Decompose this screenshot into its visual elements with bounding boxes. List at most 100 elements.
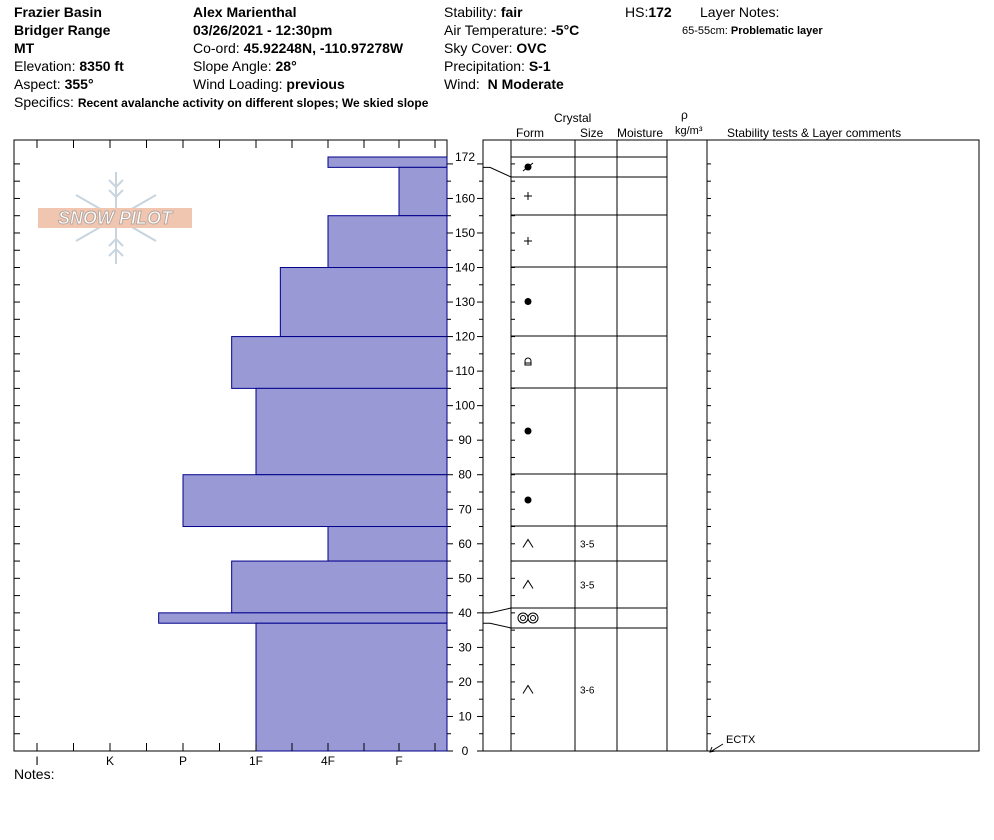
sky-value: OVC	[516, 40, 547, 56]
depth-hoar-icon	[522, 579, 534, 589]
stability-tests-header: Stability tests & Layer comments	[727, 126, 902, 140]
grain-form-rounded	[524, 496, 532, 504]
slope-row: Slope Angle: 28°	[193, 58, 297, 75]
precip-value: S-1	[528, 58, 551, 74]
stability-label: Stability:	[444, 4, 497, 20]
elevation-value: 8350 ft	[79, 58, 124, 74]
grain-form-melt-freeze	[522, 162, 534, 172]
hs-label: HS:	[625, 4, 649, 20]
snowpilot-logo-text: SNOW PILOT	[38, 208, 192, 229]
crust-icon	[520, 615, 526, 621]
aspect-value: 355°	[64, 76, 94, 92]
grain-form-rounded	[524, 298, 532, 305]
density-unit-header: kg/m³	[675, 125, 703, 137]
hardness-bar	[279, 267, 448, 338]
air-temp-value: -5°C	[551, 22, 580, 38]
crust-icon	[517, 612, 529, 624]
slope-value: 28°	[275, 58, 297, 74]
depth-tick-label: 30	[458, 640, 472, 654]
hardness-bar	[255, 622, 448, 752]
form-header: Form	[516, 126, 544, 140]
rho-header: ρ	[681, 108, 688, 122]
grain-form-melt-freeze-crust	[517, 612, 539, 624]
depth-tick-label: 130	[455, 295, 475, 309]
hardness-scale-label: 4F	[321, 754, 335, 768]
depth-tick-label: 150	[455, 226, 475, 240]
hardness-bar	[182, 474, 448, 528]
melt-freeze-stroke	[522, 162, 534, 172]
hardness-scale-label: I	[35, 754, 38, 768]
slope-label: Slope Angle:	[193, 58, 272, 74]
sky-label: Sky Cover:	[444, 40, 513, 56]
specifics-label: Specifics:	[14, 94, 74, 110]
crystal-header: Crystal	[554, 111, 592, 125]
hs-value: 172	[648, 4, 672, 20]
wind-label: Wind:	[444, 76, 480, 92]
location-name: Frazier Basin	[14, 4, 102, 20]
rounded-grain-icon	[524, 496, 532, 504]
precip-label: Precipitation:	[444, 58, 525, 74]
depth-tick-label: 140	[455, 261, 475, 275]
depth-tick-label: 50	[458, 571, 472, 585]
grain-form-depth-hoar	[522, 579, 534, 589]
layer-notes-label: Layer Notes:	[700, 4, 780, 20]
grain-size-label: 3-5	[580, 540, 595, 551]
layer-connector	[483, 607, 512, 614]
grain-form-decomposing	[524, 237, 532, 245]
crust-icon	[527, 612, 539, 624]
depth-tick-label: 80	[458, 468, 472, 482]
wind-loading-value: previous	[286, 76, 345, 92]
specifics-row: Specifics: Recent avalanche activity on …	[14, 94, 428, 112]
air-temp-label: Air Temperature:	[444, 22, 548, 38]
range-name: Bridger Range	[14, 22, 111, 38]
layer-connector	[483, 622, 512, 629]
hardness-bar	[231, 336, 448, 389]
depth-tick-label: 0	[462, 744, 469, 758]
wind-value: N Moderate	[487, 76, 564, 92]
depth-tick-label: 110	[455, 364, 474, 378]
depth-tick-label: 120	[455, 330, 475, 344]
precip-row: Precipitation: S-1	[444, 58, 551, 75]
observation-datetime: 03/26/2021 - 12:30pm	[193, 22, 333, 38]
notes-label: Notes:	[14, 766, 55, 782]
layer-note-range: 65-55cm:	[682, 25, 728, 37]
sky-row: Sky Cover: OVC	[444, 40, 547, 57]
layer-note: 65-55cm: Problematic layer	[682, 23, 823, 40]
hardness-bar	[327, 215, 448, 269]
hardness-scale-label: K	[106, 754, 114, 768]
hardness-bar	[398, 166, 448, 217]
depth-tick-label: 20	[458, 675, 472, 689]
aspect-label: Aspect:	[14, 76, 61, 92]
hardness-scale-label: 1F	[249, 754, 263, 768]
hardness-bar	[255, 387, 448, 476]
hardness-bar	[158, 612, 448, 624]
depth-tick-label: 10	[458, 709, 472, 723]
grain-form-decomposing	[524, 192, 532, 200]
melt-form-icon	[524, 357, 532, 366]
state-name: MT	[14, 40, 35, 56]
specifics-value: Recent avalanche activity on different s…	[77, 96, 429, 110]
depth-tick-label: 60	[458, 537, 472, 551]
coord-value: 45.92248N, -110.97278W	[243, 40, 404, 56]
elevation-label: Elevation:	[14, 58, 76, 74]
depth-tick-label: 40	[458, 606, 472, 620]
hardness-bar	[327, 526, 448, 562]
grain-form-rounded	[524, 427, 532, 435]
hs-row: HS:172	[625, 4, 672, 21]
stability-test-pointer	[709, 743, 724, 753]
rounded-grain-icon	[524, 427, 532, 435]
observer-name: Alex Marienthal	[193, 4, 297, 20]
layer-panel-frame	[482, 139, 980, 752]
hardness-bar	[231, 560, 448, 614]
snowpilot-logo: SNOW PILOT	[36, 170, 196, 270]
grain-size-label: 3-5	[580, 581, 595, 592]
grain-form-melt-form	[524, 357, 532, 366]
wind-loading-label: Wind Loading:	[193, 76, 283, 92]
air-temp-row: Air Temperature: -5°C	[444, 22, 579, 39]
rounded-grain-icon	[524, 298, 532, 305]
stability-row: Stability: fair	[444, 4, 523, 21]
crust-icon	[530, 615, 536, 621]
depth-tick-label: 160	[455, 191, 475, 205]
depth-tick-label: 90	[458, 433, 472, 447]
